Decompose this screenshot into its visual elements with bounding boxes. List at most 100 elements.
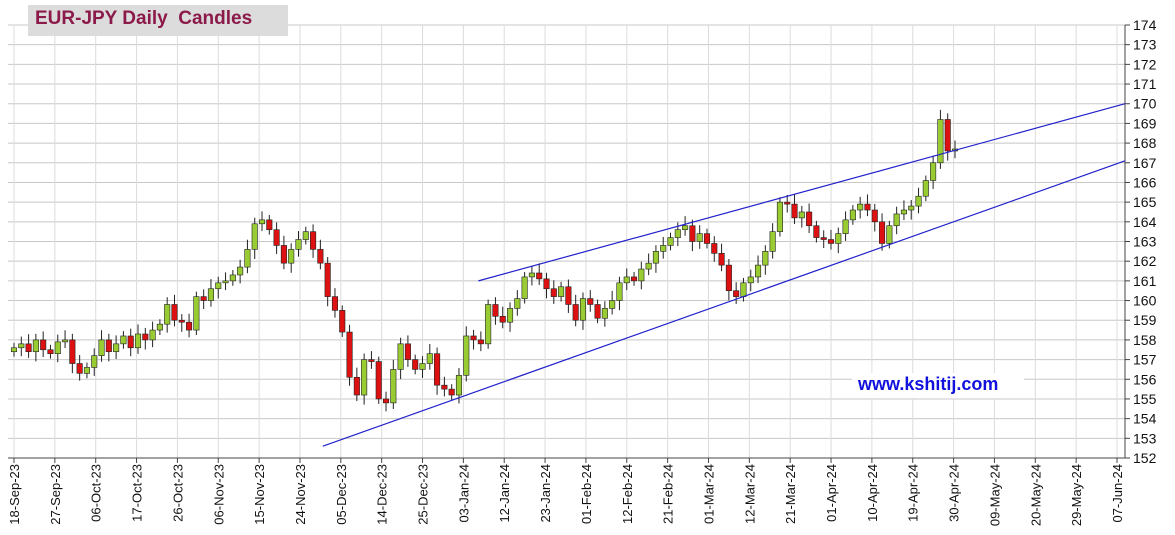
candle-body <box>434 353 441 386</box>
candle-body <box>134 333 142 349</box>
candle-body <box>900 209 907 215</box>
candle-body <box>550 288 557 297</box>
candle-body <box>266 219 273 230</box>
x-tick-label: 03-Jan-24 <box>456 464 471 523</box>
x-tick-label: 05-Dec-23 <box>334 464 349 525</box>
candle-body <box>244 249 251 268</box>
candle-body <box>915 195 922 207</box>
candle-body <box>827 239 835 244</box>
candle-body <box>113 343 120 353</box>
candle-body <box>120 335 127 345</box>
candle-body <box>776 201 783 232</box>
candle-body <box>149 329 156 341</box>
candle-body <box>813 225 820 238</box>
candle-body <box>842 219 849 234</box>
candle-body <box>222 280 229 284</box>
candle-body <box>572 304 579 321</box>
candle-body <box>514 298 521 309</box>
candle-body <box>791 203 798 219</box>
candle-body <box>849 209 856 221</box>
y-tick-label: 166 <box>1133 174 1157 190</box>
y-tick-label: 157 <box>1133 352 1157 368</box>
candle-body <box>820 237 827 240</box>
candle-body <box>835 233 842 244</box>
candle-body <box>10 347 18 353</box>
y-tick-label: 152 <box>1133 450 1157 466</box>
x-tick-label: 26-Oct-23 <box>170 464 185 522</box>
y-tick-label: 174 <box>1133 17 1157 33</box>
y-tick-label: 171 <box>1133 76 1157 92</box>
y-tick-label: 165 <box>1133 194 1157 210</box>
candle-body <box>594 304 601 319</box>
trendline <box>478 103 1126 282</box>
candle-body <box>25 343 32 353</box>
candle-body <box>631 276 638 282</box>
chart-title-box <box>28 5 288 36</box>
candle-body <box>229 274 236 282</box>
x-tick-label: 10-Apr-24 <box>865 464 880 522</box>
candle-body <box>601 308 608 319</box>
candle-body <box>18 343 25 349</box>
y-tick-label: 173 <box>1133 37 1157 53</box>
candle-body <box>69 339 76 364</box>
x-tick-label: 01-Apr-24 <box>824 464 839 522</box>
candle-body <box>142 333 149 341</box>
y-tick-label: 163 <box>1133 234 1157 250</box>
candle-body <box>879 221 886 244</box>
x-tick-label: 21-Mar-24 <box>783 464 798 524</box>
candle-body <box>412 359 419 370</box>
candle-body <box>908 205 915 211</box>
candle-body <box>105 339 112 353</box>
candle-body <box>893 213 900 227</box>
y-tick-label: 162 <box>1133 253 1157 269</box>
candle-body <box>441 384 448 390</box>
candle-body <box>302 231 309 240</box>
candle-body <box>674 229 681 238</box>
candle-body <box>718 253 725 266</box>
candle-body <box>937 119 944 164</box>
x-tick-label: 17-Oct-23 <box>130 464 145 522</box>
candle-body <box>667 237 674 246</box>
candle-body <box>944 119 951 152</box>
candle-body <box>426 353 433 364</box>
candle-body <box>784 201 791 205</box>
candle-body <box>76 363 83 374</box>
candle-body <box>587 298 594 305</box>
candle-body <box>288 249 295 264</box>
x-tick-label: 23-Jan-24 <box>538 464 553 523</box>
chart-title: EUR-JPY Daily Candles <box>35 8 253 29</box>
candle-body <box>857 203 864 211</box>
trendline <box>322 160 1126 447</box>
candle-body <box>711 243 718 254</box>
candle-body <box>930 162 937 181</box>
candle-body <box>871 209 878 223</box>
x-tick-label: 27-Sep-23 <box>48 464 63 525</box>
y-tick-label: 159 <box>1133 312 1157 328</box>
x-tick-label: 20-May-24 <box>1028 464 1043 526</box>
x-tick-label: 29-May-24 <box>1069 464 1084 526</box>
y-tick-label: 164 <box>1133 214 1157 230</box>
y-tick-label: 167 <box>1133 155 1157 171</box>
y-tick-label: 156 <box>1133 371 1157 387</box>
candle-body <box>83 367 90 374</box>
candle-body <box>579 298 587 321</box>
candle-body <box>652 251 659 264</box>
x-tick-label: 25-Dec-23 <box>416 464 431 525</box>
x-tick-label: 12-Feb-24 <box>620 464 635 524</box>
candle-body <box>477 339 484 345</box>
candle-body <box>339 310 346 333</box>
candle-body <box>660 245 667 252</box>
y-tick-label: 169 <box>1133 115 1157 131</box>
candle-body <box>419 363 426 370</box>
candle-body <box>251 223 258 250</box>
candle-body <box>280 245 287 264</box>
candle-body <box>353 377 360 396</box>
x-tick-label: 14-Dec-23 <box>375 464 390 525</box>
candle-body <box>864 203 871 211</box>
candle-body <box>186 321 193 331</box>
candle-body <box>922 180 929 197</box>
x-tick-label: 09-May-24 <box>987 464 1002 526</box>
candle-body <box>171 304 178 321</box>
candle-body <box>543 278 550 290</box>
candle-body <box>886 225 893 244</box>
